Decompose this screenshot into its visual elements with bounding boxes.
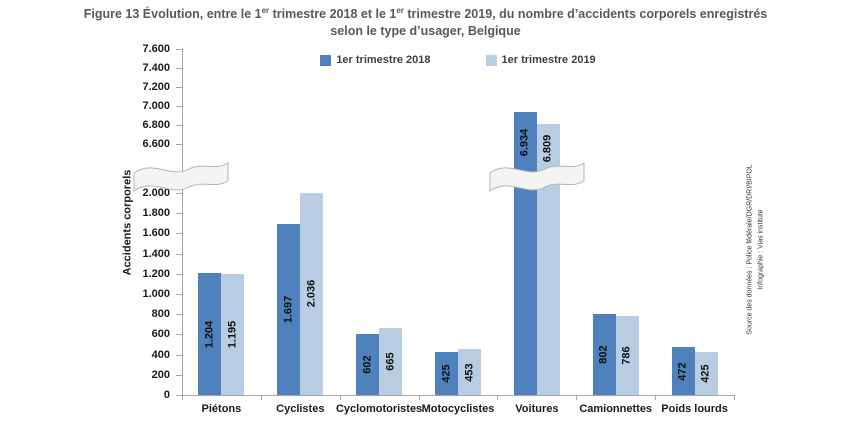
x-tick-mark: [655, 395, 657, 400]
bar-2019-poids-lourds: [694, 352, 718, 395]
y-tick-label: 7.200: [142, 81, 170, 93]
x-tick-mark: [182, 395, 183, 400]
y-tick-label: 0: [163, 389, 170, 401]
x-tick-mark: [418, 395, 420, 400]
x-tick-mark: [260, 395, 262, 400]
y-tick-label: 1.600: [142, 227, 170, 240]
bar-value-2018-pietons: 1.204: [203, 320, 216, 348]
bar-value-2019-pietons: 1.195: [226, 320, 239, 349]
x-tick-mark: [497, 395, 499, 400]
x-tick-mark: [576, 395, 578, 400]
y-tick-label: 1.800: [142, 207, 170, 220]
bar-value-2018-motocyclistes: 425: [440, 364, 452, 383]
y-tick-mark: [176, 87, 182, 88]
legend-label-2019: 1er trimestre 2019: [501, 54, 596, 66]
bar-2018-camionnettes: [592, 314, 616, 395]
x-tick-mark: [339, 395, 341, 400]
y-tick-label: 6.800: [142, 119, 170, 131]
bar-2019-motocyclistes: [458, 349, 481, 395]
y-tick-mark: [176, 233, 182, 235]
figure-title-fragment: Figure 13 Évolution, entre le 1: [83, 7, 262, 21]
bar-value-2019-camionnettes: 786: [620, 346, 633, 365]
bar-2019-cyclomotoristes: [379, 327, 403, 395]
y-tick-label: 400: [151, 348, 170, 361]
bar-value-2018-cyclistes: 1.697: [282, 295, 295, 324]
y-tick-label: 1.000: [142, 288, 170, 300]
bar-value-2018-cyclomotoristes: 602: [361, 355, 374, 374]
y-tick-label: 1.400: [142, 247, 170, 260]
axis-break-ribbon-left: [133, 162, 229, 192]
y-tick-mark: [176, 213, 182, 215]
y-axis-line: [182, 49, 183, 395]
y-tick-mark: [176, 273, 182, 275]
bar-value-2019-cyclistes: 2.036: [305, 280, 318, 308]
bar-2019-voitures: [536, 124, 560, 395]
x-category-label-cyclistes: Cyclistes: [276, 403, 325, 415]
y-tick-mark: [176, 253, 182, 255]
legend-swatch-2018: [320, 54, 332, 66]
y-tick-label: 6.600: [142, 138, 170, 150]
figure-title-line1: Figure 13 Évolution, entre le 1er trimes…: [10, 6, 841, 23]
x-category-label-voitures: Voitures: [515, 403, 559, 415]
x-category-label-motocyclistes: Motocyclistes: [421, 403, 495, 415]
bar-2018-motocyclistes: [435, 352, 458, 395]
bar-2018-poids-lourds: [671, 347, 695, 395]
y-tick-mark: [176, 49, 182, 50]
figure-title: Figure 13 Évolution, entre le 1er trimes…: [10, 6, 841, 40]
legend-item-2018: 1er trimestre 2018: [320, 54, 431, 66]
bar-2019-pietons: [221, 274, 245, 395]
x-axis-line: [182, 395, 734, 396]
y-tick-label: 800: [151, 308, 170, 321]
bar-2018-cyclomotoristes: [356, 334, 380, 395]
bar-value-2019-motocyclistes: 453: [463, 362, 475, 382]
y-tick-label: 7.600: [142, 43, 170, 55]
x-category-label-camionnettes: Camionnettes: [579, 403, 653, 415]
y-tick-mark: [176, 125, 182, 126]
y-tick-mark: [176, 334, 182, 336]
figure-title-fragment: er: [396, 5, 404, 15]
axis-break-ribbon-bars: [489, 162, 585, 192]
legend-swatch-2019: [485, 54, 497, 66]
bar-value-2018-poids-lourds: 472: [676, 362, 689, 381]
x-category-label-pietons: Piétons: [201, 403, 242, 415]
figure-title-fragment: er: [261, 5, 270, 15]
legend-label-2018: 1er trimestre 2018: [336, 54, 431, 66]
y-tick-label: 7.000: [142, 100, 170, 112]
y-tick-label: 7.400: [142, 62, 170, 74]
bar-value-2018-camionnettes: 802: [597, 345, 610, 364]
y-tick-label: 200: [151, 368, 170, 381]
source-attribution: Source des données : Police fédérale/DGR…: [746, 164, 754, 335]
x-category-label-poids-lourds: Poids lourds: [661, 403, 728, 415]
bar-2019-camionnettes: [615, 315, 639, 395]
bar-2018-pietons: [198, 273, 222, 395]
x-tick-mark: [734, 395, 735, 400]
y-tick-mark: [176, 106, 182, 107]
x-category-label-cyclomotoristes: Cyclomotoristes: [335, 403, 423, 415]
y-tick-label: 600: [151, 328, 170, 341]
infographic-credit: Infographie : Vias institute: [757, 209, 765, 290]
y-tick-label: 1.200: [142, 267, 170, 280]
bar-2019-cyclistes: [300, 192, 324, 395]
figure-title-line2: selon le type d’usager, Belgique: [330, 23, 521, 38]
y-tick-mark: [176, 314, 182, 316]
figure-title-fragment: trimestre 2018 et le 1: [269, 7, 397, 21]
y-tick-mark: [176, 144, 182, 145]
y-tick-mark: [176, 68, 182, 69]
y-tick-mark: [176, 193, 182, 194]
y-tick-mark: [176, 374, 182, 376]
y-tick-mark: [176, 294, 182, 295]
y-tick-mark: [176, 395, 182, 396]
figure-title-fragment: trimestre 2019, du nombre d’accidents co…: [403, 7, 768, 21]
bar-2018-cyclistes: [277, 223, 301, 395]
chart-legend: 1er trimestre 2018 1er trimestre 2019: [182, 54, 734, 66]
bar-value-2019-poids-lourds: 425: [699, 364, 712, 383]
bar-value-2019-cyclomotoristes: 665: [384, 352, 397, 371]
y-tick-mark: [176, 354, 182, 356]
y-tick-label: 2.000: [142, 187, 170, 199]
legend-item-2019: 1er trimestre 2019: [485, 54, 596, 66]
